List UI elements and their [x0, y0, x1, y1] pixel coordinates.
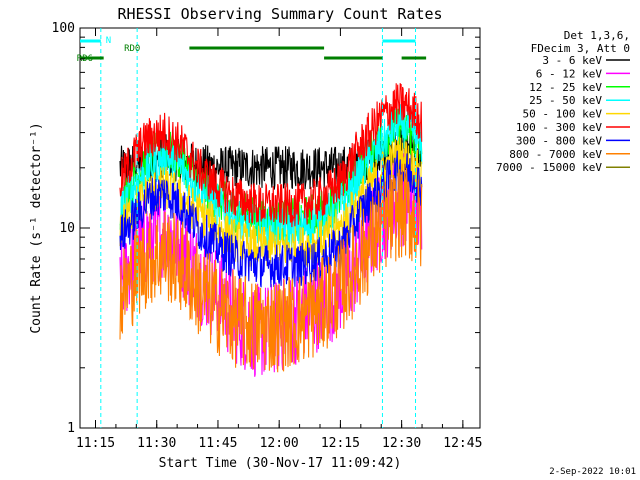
legend-entry-label: 100 - 300 keV [516, 121, 602, 134]
legend-entry-label: 7000 - 15000 keV [496, 161, 602, 174]
y-tick-label: 10 [59, 221, 75, 236]
footer-date: 2-Sep-2022 10:01 [549, 467, 636, 477]
y-axis-label: Count Rate (s⁻¹ detector⁻¹) [29, 122, 44, 333]
legend-entry-label: 300 - 800 keV [516, 134, 602, 147]
series-line-300-800kev [119, 150, 423, 288]
legend-entry-label: 50 - 100 keV [523, 108, 603, 121]
flag-rd0-label: RD0 [124, 44, 140, 54]
legend-header-line: Det 1,3,6, [564, 29, 630, 42]
legend-entry-label: 6 - 12 keV [536, 67, 603, 80]
legend-entry-label: 3 - 6 keV [542, 54, 602, 67]
legend-entry-label: 25 - 50 keV [529, 94, 602, 107]
chart-title: RHESSI Observing Summary Count Rates [117, 5, 442, 23]
flag-n-label: N [106, 36, 111, 46]
series-line-800-7000kev [119, 163, 423, 373]
axis-layer: 11:15 11:30 11:45 12:00 12:15 12:30 12:45 1 10 10… [52, 21, 483, 451]
y-tick-label: 1 [67, 421, 75, 436]
x-tick-label: 12:45 [443, 436, 482, 451]
series-line-100-300kev [119, 83, 423, 228]
series-line-50-100kev [119, 136, 423, 269]
legend-entry-label: 800 - 7000 keV [509, 148, 602, 161]
legend-header-line: FDecim 3, Att 0 [531, 42, 630, 55]
x-tick-label: 11:15 [76, 436, 115, 451]
x-tick-label: 11:45 [198, 436, 237, 451]
x-tick-label: 12:00 [260, 436, 299, 451]
x-axis-label: Start Time (30-Nov-17 11:09:42) [159, 456, 402, 471]
legend-entry-label: 12 - 25 keV [529, 81, 602, 94]
x-tick-label: 12:30 [382, 436, 421, 451]
y-tick-label: 100 [52, 21, 75, 36]
x-tick-label: 11:30 [137, 436, 176, 451]
data-layer [119, 83, 423, 377]
x-tick-label: 12:15 [321, 436, 360, 451]
